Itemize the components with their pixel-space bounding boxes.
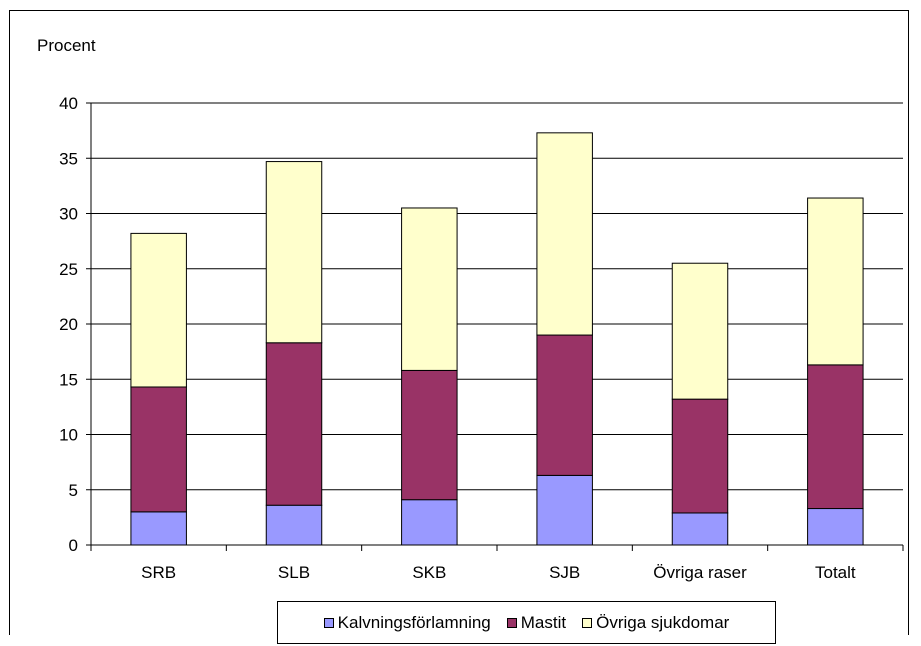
y-axis-label: Procent	[37, 36, 96, 55]
y-tick-label: 0	[69, 536, 78, 555]
chart-frame	[9, 10, 909, 635]
bar-segment	[536, 334, 593, 476]
legend-label: Övriga sjukdomar	[596, 612, 730, 632]
chart-legend: Kalvningsförlamning Mastit Övriga sjukdoma…	[277, 601, 776, 644]
bar-segment	[671, 262, 729, 400]
legend-item: Kalvningsförlamning	[323, 612, 491, 633]
y-tick-label: 5	[69, 481, 78, 500]
x-tick-label: SKB	[412, 563, 446, 582]
y-tick-label: 15	[59, 370, 78, 389]
bar-segment	[130, 511, 187, 546]
legend-label: Mastit	[520, 612, 567, 632]
bar-segment	[401, 499, 458, 546]
y-tick-label: 40	[59, 94, 78, 113]
bar-segment	[671, 512, 729, 546]
y-tick-label: 25	[59, 260, 78, 279]
legend-swatch	[506, 617, 517, 628]
bar-segment	[265, 161, 323, 344]
bar-segment	[130, 386, 187, 513]
legend-swatch	[323, 617, 334, 628]
bar-segment	[671, 398, 729, 514]
x-tick-label: Totalt	[815, 563, 856, 582]
x-tick-label: Övriga raser	[653, 563, 747, 582]
legend-label: Kalvningsförlamning	[337, 612, 491, 632]
bar-segment	[265, 504, 323, 546]
bar-segment	[130, 232, 187, 388]
y-tick-label: 10	[59, 426, 78, 445]
bar-segment	[536, 474, 593, 546]
legend-swatch	[582, 617, 593, 628]
x-tick-label: SRB	[141, 563, 176, 582]
x-tick-label: SJB	[549, 563, 580, 582]
bar-segment	[807, 364, 864, 510]
y-tick-label: 20	[59, 315, 78, 334]
bar-segment	[807, 508, 864, 546]
x-tick-label: SLB	[278, 563, 310, 582]
bar-segment	[265, 342, 323, 506]
bar-segment	[536, 132, 593, 336]
legend-item: Övriga sjukdomar	[582, 613, 729, 633]
bar-segment	[807, 197, 864, 366]
legend-item: Mastit	[506, 612, 567, 633]
y-tick-label: 35	[59, 149, 78, 168]
bar-segment	[401, 207, 458, 371]
bar-segment	[401, 369, 458, 501]
y-tick-label: 30	[59, 205, 78, 224]
